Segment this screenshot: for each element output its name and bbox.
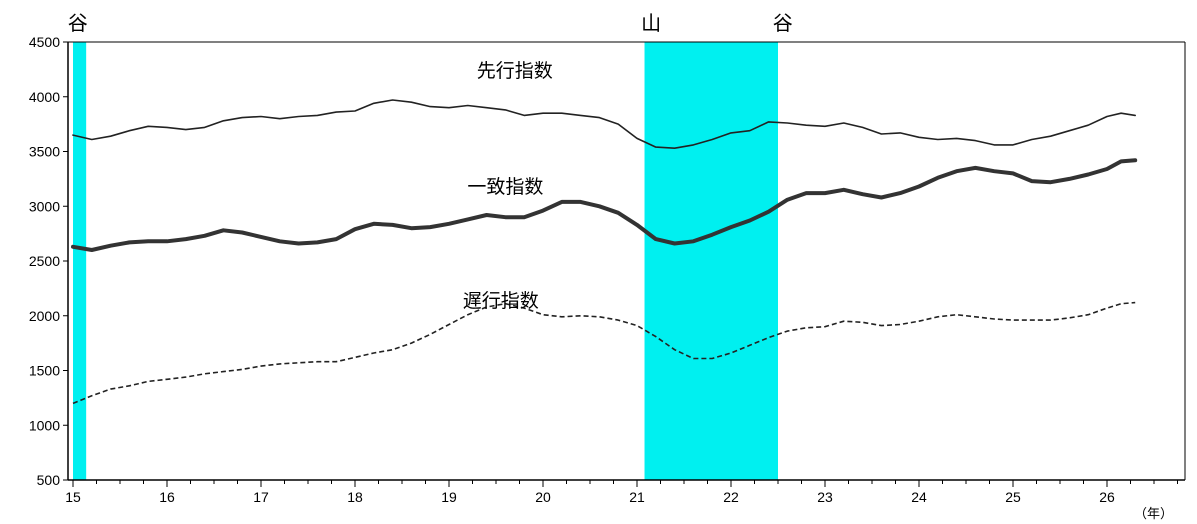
plot-frame bbox=[67, 41, 1186, 481]
x-tick-label-21: 21 bbox=[629, 489, 645, 505]
series-label-2: 遅行指数 bbox=[463, 290, 539, 312]
series-line-1 bbox=[71, 158, 1138, 252]
y-axis: 500 1000 1500 2000 2500 3000 3500 4000 4500 bbox=[29, 34, 68, 488]
x-axis: 15 16 17 18 19 20 21 22 23 24 25 26 bbox=[65, 480, 1178, 505]
series-line-2 bbox=[72, 301, 1136, 405]
series-line-0 bbox=[72, 99, 1136, 149]
recession-band-0 bbox=[73, 42, 87, 480]
recession-band-1 bbox=[644, 42, 778, 480]
x-tick-label-15: 15 bbox=[65, 489, 81, 505]
series-lines bbox=[71, 99, 1138, 405]
phase-labels: 谷山谷 bbox=[68, 11, 793, 35]
y-tick-label-2000: 2000 bbox=[29, 308, 60, 324]
phase-label-0: 谷 bbox=[68, 11, 88, 35]
phase-label-1: 山 bbox=[641, 11, 661, 35]
recession-bands bbox=[73, 42, 778, 480]
x-tick-label-19: 19 bbox=[441, 489, 457, 505]
x-tick-label-25: 25 bbox=[1005, 489, 1021, 505]
y-tick-label-3000: 3000 bbox=[29, 198, 60, 214]
y-tick-label-1000: 1000 bbox=[29, 417, 60, 433]
y-tick-label-4500: 4500 bbox=[29, 34, 60, 50]
y-tick-label-1500: 1500 bbox=[29, 363, 60, 379]
x-tick-label-24: 24 bbox=[911, 489, 927, 505]
y-tick-label-3500: 3500 bbox=[29, 144, 60, 160]
y-tick-label-500: 500 bbox=[37, 472, 61, 488]
x-tick-label-20: 20 bbox=[535, 489, 551, 505]
x-unit-label: （年） bbox=[1134, 507, 1173, 522]
phase-label-2: 谷 bbox=[773, 11, 793, 35]
y-tick-label-4000: 4000 bbox=[29, 89, 60, 105]
series-label-0: 先行指数 bbox=[477, 60, 553, 82]
x-tick-label-18: 18 bbox=[347, 489, 363, 505]
series-label-1: 一致指数 bbox=[467, 176, 543, 198]
y-tick-label-2500: 2500 bbox=[29, 253, 60, 269]
x-tick-label-23: 23 bbox=[817, 489, 833, 505]
x-tick-label-26: 26 bbox=[1099, 489, 1115, 505]
x-tick-label-22: 22 bbox=[723, 489, 739, 505]
x-tick-label-17: 17 bbox=[253, 489, 269, 505]
x-tick-label-16: 16 bbox=[159, 489, 175, 505]
